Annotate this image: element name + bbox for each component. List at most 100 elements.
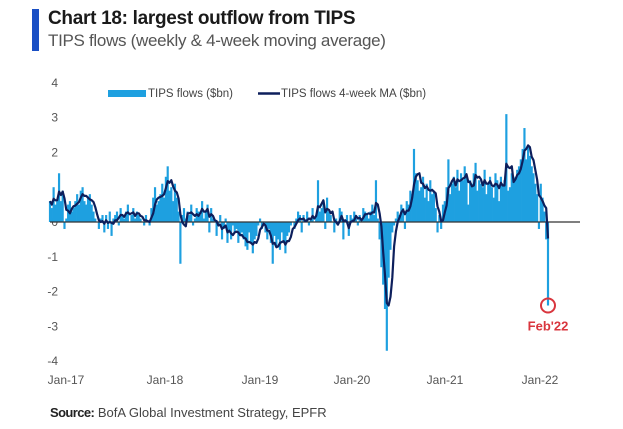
flow-bar [123, 218, 126, 222]
x-tick-label: Jan-17 [48, 373, 85, 387]
flow-bar [320, 208, 323, 222]
flow-bar [492, 197, 495, 222]
flow-bar [240, 222, 244, 233]
flow-bar [499, 176, 503, 222]
flow-bar [512, 176, 515, 222]
flow-bar [257, 222, 260, 226]
flow-bar [191, 222, 195, 226]
flow-bar [485, 194, 488, 222]
y-tick-label: -1 [47, 250, 58, 264]
flow-bar [105, 215, 108, 222]
y-tick-label: -3 [47, 319, 58, 333]
flow-bar [72, 208, 75, 222]
source-text: BofA Global Investment Strategy, EPFR [97, 405, 327, 420]
flow-bar [54, 204, 57, 222]
flow-bar [503, 180, 506, 222]
flow-bar [510, 173, 513, 222]
flow-bar [143, 222, 146, 226]
flow-bar [365, 215, 368, 222]
flow-bar [230, 222, 233, 240]
flow-bar [498, 201, 501, 222]
flow-bar [530, 166, 533, 222]
flow-bar [461, 180, 464, 222]
flow-bar [170, 187, 173, 222]
flow-bar [316, 180, 320, 222]
flow-bar [517, 166, 521, 222]
flow-bar [494, 173, 497, 222]
flow-bar [472, 173, 475, 222]
flow-bar [449, 194, 452, 222]
flow-bar [65, 218, 68, 222]
flow-bar [541, 197, 544, 222]
flow-bar [434, 208, 437, 222]
flow-bar [132, 208, 135, 222]
flow-bar [215, 222, 218, 236]
flow-bar [224, 218, 227, 222]
x-tick-label: Jan-19 [242, 373, 279, 387]
flow-bar [425, 183, 428, 222]
legend-label-bars: TIPS flows ($bn) [148, 88, 233, 100]
annotation-label: Feb'22 [528, 319, 569, 334]
flow-bar [369, 211, 372, 222]
flow-bar [202, 218, 206, 222]
flow-bar [392, 222, 396, 226]
flow-bar [403, 222, 407, 229]
flow-bar [106, 222, 110, 229]
flow-bar [373, 215, 376, 222]
flow-bar [402, 208, 405, 222]
flow-bar [273, 222, 276, 236]
flow-bar [440, 222, 443, 229]
flow-bar [467, 204, 470, 222]
flow-bar [83, 201, 86, 222]
flow-bar [139, 218, 142, 222]
flow-bar [52, 187, 55, 222]
flow-bar [114, 215, 117, 222]
flow-bar [275, 222, 278, 247]
flow-bar [345, 215, 349, 222]
x-axis: Jan-17 Jan-18 Jan-19 Jan-20 Jan-21 Jan-22 [48, 373, 559, 387]
flow-bar [335, 218, 338, 222]
flow-bar [134, 218, 137, 222]
flow-bar [333, 222, 336, 233]
flow-bar [414, 173, 417, 222]
flow-bar [307, 222, 311, 226]
flow-bar [251, 222, 254, 254]
flow-bar [77, 204, 81, 222]
flow-bar [349, 215, 352, 222]
flow-bar [507, 190, 510, 222]
legend: TIPS flows ($bn) TIPS flows 4-week MA ($… [108, 88, 426, 100]
flow-bar [389, 222, 392, 250]
flow-bar [168, 190, 171, 222]
flow-bar [175, 197, 178, 222]
flow-bar [182, 208, 186, 222]
flow-bar [220, 222, 224, 240]
flow-bar [354, 218, 358, 222]
flow-bar [391, 222, 394, 233]
flow-bar [228, 222, 231, 233]
flow-bar [179, 222, 182, 264]
flow-bar [85, 204, 88, 222]
flow-bar [50, 208, 53, 222]
flow-bar [532, 173, 535, 222]
x-tick-label: Jan-22 [522, 373, 559, 387]
flow-bar [155, 204, 158, 222]
flow-bar [421, 176, 425, 222]
flow-bar [523, 128, 526, 222]
y-tick-label: -2 [47, 285, 58, 299]
flow-bar [481, 187, 484, 222]
flow-bar [144, 215, 148, 222]
flow-bar [474, 162, 477, 222]
flow-bar [130, 215, 133, 222]
flow-bar [521, 148, 524, 222]
flow-bar [459, 173, 463, 222]
flow-bar [269, 222, 273, 243]
flow-bar [287, 222, 291, 233]
flow-bar [280, 222, 283, 233]
flow-bar [249, 222, 253, 243]
flow-bar [164, 176, 167, 222]
flow-bar [469, 180, 472, 222]
flow-bar [204, 211, 207, 222]
flow-bar [514, 180, 517, 222]
y-tick-label: 3 [51, 111, 58, 125]
flow-bar [526, 145, 530, 222]
